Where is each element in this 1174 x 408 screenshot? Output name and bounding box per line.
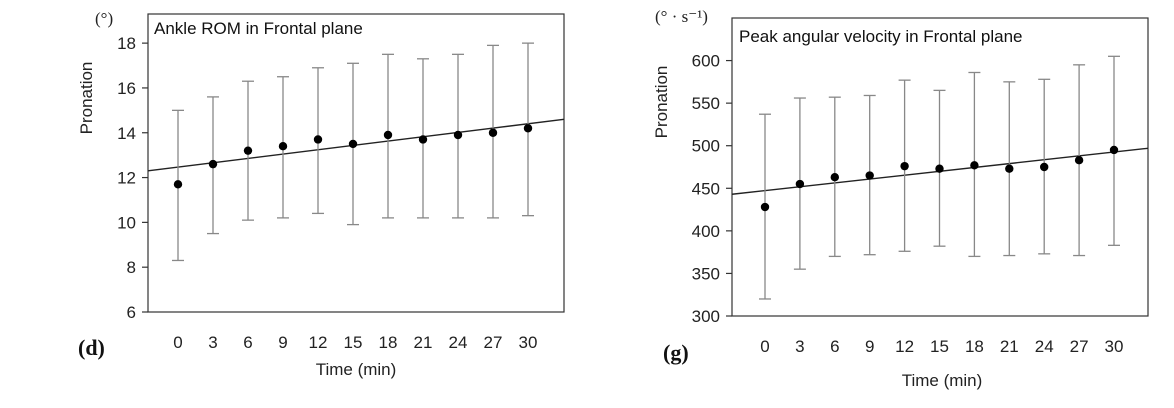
y-tick-label-g: 550 [692,94,720,113]
y-unit-label-g: (° · s⁻¹) [655,7,708,26]
data-point-g [795,179,805,189]
y-tick-label-g: 600 [692,52,720,71]
panel-letter-g: (g) [663,340,689,365]
data-point-g [1040,162,1049,172]
y-tick-label-g: 450 [692,179,720,198]
y-tick-label-d: 16 [117,79,136,98]
data-point-d [383,130,393,140]
x-tick-label-g: 18 [965,337,984,356]
chart-title-d: Ankle ROM in Frontal plane [154,19,363,38]
panel-letter-d: (d) [78,335,105,360]
x-tick-label-g: 3 [795,337,804,356]
y-unit-label-d: (°) [95,9,113,28]
x-axis-label-g: Time (min) [902,371,983,390]
plot-frame-g [731,17,1149,317]
x-tick-label-g: 15 [930,337,949,356]
x-tick-label-g: 21 [1000,337,1019,356]
data-point-d [488,128,498,137]
x-tick-label-g: 30 [1105,337,1124,356]
x-tick-label-d: 27 [484,333,503,352]
data-point-d [278,141,288,151]
x-tick-label-d: 18 [379,333,398,352]
data-point-g [760,202,770,212]
x-axis-label-d: Time (min) [316,360,397,379]
y-axis-label-g: Pronation [652,66,671,139]
plot-frame-d [147,13,565,313]
y-tick-label-g: 400 [692,222,720,241]
data-point-d [173,180,183,189]
x-tick-label-d: 30 [519,333,538,352]
x-tick-label-g: 12 [895,337,914,356]
data-marks-g: 300 350 400 450 500 550 600 0 3 6 9 12 15 18 21 24 27 30 [692,52,1149,356]
data-point-g [1074,155,1084,165]
data-point-g [830,173,839,182]
y-tick-label-g: 500 [692,137,720,156]
data-point-g [900,161,909,171]
chart-panel-g: Peak angular velocity in Frontal plane (… [652,7,1149,390]
data-point-d [313,135,323,144]
data-point-d [348,139,358,149]
x-tick-label-d: 6 [243,333,252,352]
y-tick-label-d: 14 [117,124,136,143]
x-tick-label-d: 24 [449,333,468,352]
data-point-d [243,146,253,155]
y-tick-label-d: 6 [127,303,136,322]
x-tick-label-d: 12 [309,333,328,352]
y-tick-label-d: 10 [117,213,136,232]
data-point-g [1005,164,1014,173]
data-point-g [865,171,874,180]
x-tick-label-d: 21 [414,333,433,352]
x-tick-label-g: 0 [760,337,769,356]
x-tick-label-d: 9 [278,333,287,352]
x-tick-label-d: 3 [208,333,217,352]
x-tick-label-d: 0 [173,333,182,352]
y-tick-label-g: 350 [692,264,720,283]
y-tick-label-d: 8 [127,258,136,277]
y-axis-label-d: Pronation [77,62,96,135]
y-tick-label-d: 18 [117,34,136,53]
y-tick-label-d: 12 [117,169,136,188]
data-point-g [1109,145,1119,155]
data-point-d [208,159,218,169]
y-tick-label-g: 300 [692,307,720,326]
x-tick-label-g: 9 [865,337,874,356]
data-point-g [970,161,979,170]
x-tick-label-d: 15 [344,333,363,352]
data-marks-d: 6 8 10 12 14 16 18 0 3 6 9 12 15 18 21 24 27 30 [117,34,565,352]
data-point-g [935,164,944,173]
x-tick-label-g: 6 [830,337,839,356]
x-tick-label-g: 27 [1070,337,1089,356]
data-point-d [453,130,463,140]
data-point-d [523,124,533,133]
data-point-d [418,135,428,144]
chart-title-g: Peak angular velocity in Frontal plane [739,27,1023,46]
chart-panel-d: Ankle ROM in Frontal plane (°) Pronation… [77,9,565,379]
x-tick-label-g: 24 [1035,337,1054,356]
